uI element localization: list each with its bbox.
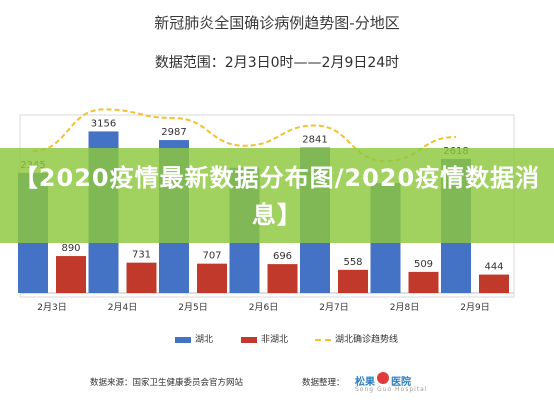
legend-label-hubei: 湖北 bbox=[195, 335, 214, 345]
legend-swatch-non-hubei bbox=[241, 337, 257, 343]
heart-icon bbox=[377, 372, 389, 384]
trend-line bbox=[32, 108, 457, 163]
logo-subtitle: Song Guo Hospital bbox=[355, 386, 428, 393]
logo-text-right: 医院 bbox=[391, 377, 411, 388]
x-tick-label: 2月4日 bbox=[108, 302, 137, 313]
x-tick-label: 2月9日 bbox=[460, 302, 489, 313]
data-label-non-hubei: 707 bbox=[202, 251, 221, 262]
footer-source: 数据来源：国家卫生健康委员会官方网站 bbox=[90, 378, 244, 388]
bar-non-hubei bbox=[197, 263, 227, 293]
legend-label-non-hubei: 非湖北 bbox=[261, 335, 289, 345]
overlay-banner bbox=[0, 148, 554, 243]
data-label-non-hubei: 890 bbox=[61, 243, 80, 254]
legend-label-trend: 湖北确诊趋势线 bbox=[335, 335, 399, 345]
legend-item-non-hubei: 非湖北 bbox=[241, 332, 311, 348]
data-label-non-hubei: 558 bbox=[343, 257, 362, 268]
logo-text-left: 松果 bbox=[355, 377, 375, 388]
x-tick-label: 2月5日 bbox=[178, 302, 207, 313]
data-label-hubei: 2987 bbox=[161, 127, 186, 138]
bar-non-hubei bbox=[408, 271, 439, 293]
data-label-hubei: 2841 bbox=[302, 135, 327, 146]
bar-non-hubei bbox=[338, 269, 368, 293]
legend-line-trend bbox=[315, 339, 331, 341]
legend-swatch-hubei bbox=[175, 337, 191, 343]
legend-item-trend: 湖北确诊趋势线 bbox=[315, 332, 435, 348]
x-tick-label: 2月3日 bbox=[37, 302, 66, 313]
data-label-non-hubei: 696 bbox=[273, 251, 292, 262]
data-label-non-hubei: 444 bbox=[484, 262, 503, 273]
chart-title: 新冠肺炎全国确诊病例趋势图-分地区 bbox=[154, 14, 400, 32]
chart-legend: 湖北 非湖北 湖北确诊趋势线 bbox=[175, 332, 435, 348]
overlay-banner-text: 【2020疫情最新数据分布图/2020疫情数据消息】 bbox=[13, 164, 541, 229]
chart-subtitle: 数据范围：2月3日0时——2月9日24时 bbox=[154, 55, 400, 71]
data-label-non-hubei: 509 bbox=[414, 259, 433, 270]
footer-organizer: 数据整理： bbox=[302, 378, 345, 388]
bar-non-hubei bbox=[479, 274, 509, 293]
x-tick-label: 2月8日 bbox=[390, 302, 419, 313]
legend-item-hubei: 湖北 bbox=[175, 332, 235, 348]
x-tick-label: 2月6日 bbox=[249, 302, 278, 313]
x-tick-label: 2月7日 bbox=[319, 302, 348, 313]
footer: 数据来源：国家卫生健康委员会官方网站 数据整理： 松果 医院 Song Guo … bbox=[0, 372, 554, 393]
bar-non-hubei bbox=[267, 264, 298, 293]
songguo-logo: 松果 医院 Song Guo Hospital bbox=[355, 372, 427, 396]
data-label-non-hubei: 731 bbox=[132, 250, 151, 261]
data-label-hubei: 3156 bbox=[91, 118, 116, 129]
bar-non-hubei bbox=[126, 262, 157, 293]
bar-non-hubei bbox=[56, 256, 86, 293]
